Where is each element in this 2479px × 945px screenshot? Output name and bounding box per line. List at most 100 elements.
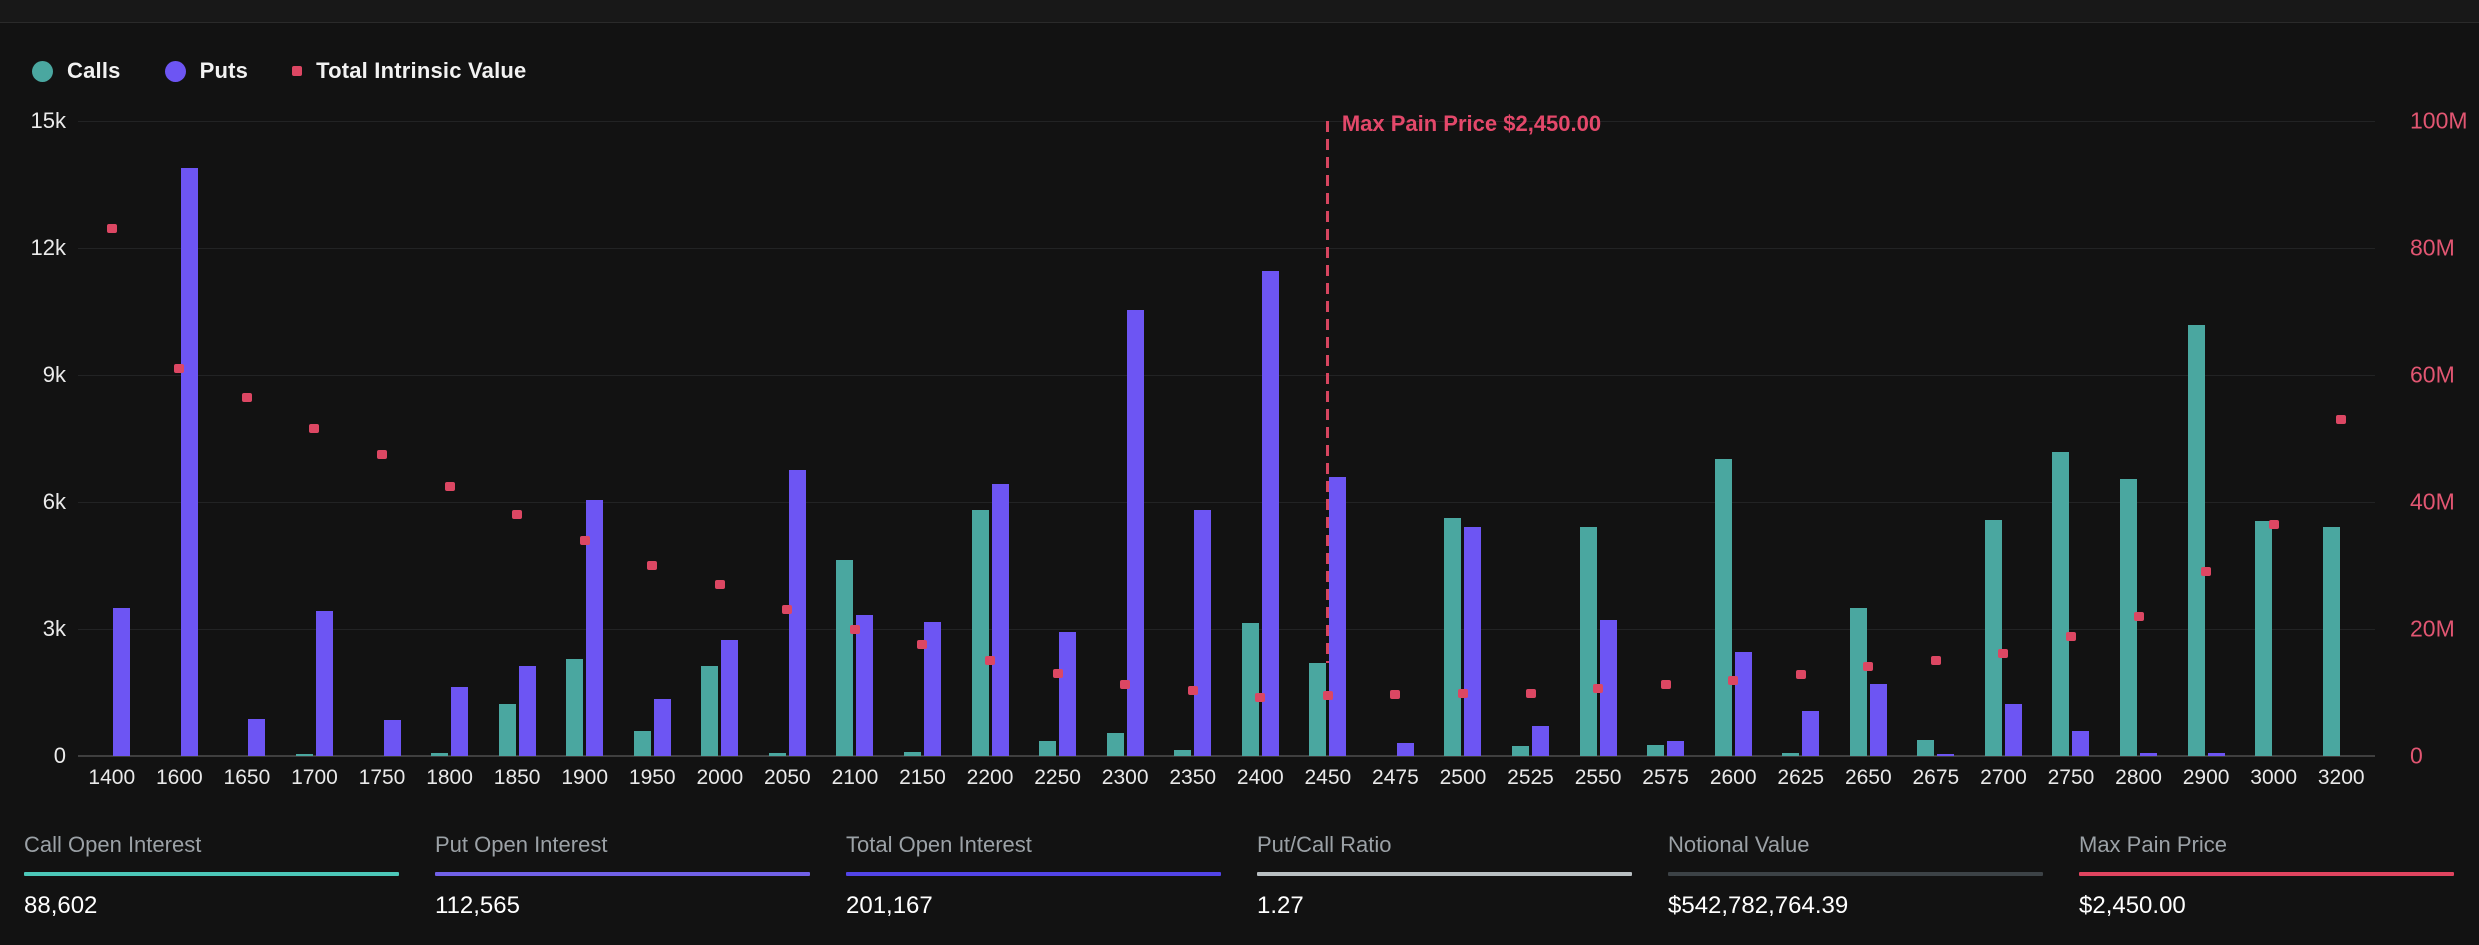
call-bar-2575[interactable] bbox=[1647, 745, 1665, 756]
put-bar-2475[interactable] bbox=[1396, 743, 1414, 756]
put-bar-2350[interactable] bbox=[1194, 509, 1212, 756]
intrinsic-value-dot-1900[interactable] bbox=[579, 535, 590, 545]
intrinsic-value-dot-2800[interactable] bbox=[2133, 612, 2144, 622]
x-axis-tick-2575: 2575 bbox=[1642, 766, 1689, 789]
intrinsic-value-dot-2700[interactable] bbox=[1998, 648, 2009, 658]
intrinsic-value-dot-1750[interactable] bbox=[377, 449, 387, 459]
call-bar-2550[interactable] bbox=[1579, 526, 1597, 756]
call-bar-2625[interactable] bbox=[1782, 753, 1800, 756]
intrinsic-value-dot-2675[interactable] bbox=[1930, 655, 1941, 665]
put-bar-1900[interactable] bbox=[586, 499, 604, 756]
intrinsic-value-dot-3000[interactable] bbox=[2268, 519, 2279, 529]
put-bar-1850[interactable] bbox=[518, 666, 536, 756]
call-bar-2800[interactable] bbox=[2120, 478, 2138, 756]
intrinsic-value-dot-2575[interactable] bbox=[1660, 679, 1671, 689]
put-bar-2550[interactable] bbox=[1599, 619, 1617, 756]
put-bar-2100[interactable] bbox=[856, 615, 874, 756]
intrinsic-value-dot-2475[interactable] bbox=[1390, 689, 1401, 699]
put-bar-2800[interactable] bbox=[2140, 753, 2158, 756]
put-bar-1400[interactable] bbox=[113, 607, 131, 756]
put-bar-2600[interactable] bbox=[1734, 651, 1752, 756]
call-bar-2050[interactable] bbox=[768, 753, 786, 756]
intrinsic-value-dot-2525[interactable] bbox=[1525, 689, 1536, 699]
put-bar-1600[interactable] bbox=[180, 167, 198, 756]
call-bar-2525[interactable] bbox=[1512, 746, 1529, 756]
put-bar-2750[interactable] bbox=[2072, 731, 2090, 756]
call-bar-2150[interactable] bbox=[903, 751, 921, 756]
call-bar-2350[interactable] bbox=[1174, 749, 1192, 756]
call-bar-2250[interactable] bbox=[1039, 741, 1057, 756]
call-bar-2200[interactable] bbox=[971, 509, 989, 756]
call-bar-2400[interactable] bbox=[1241, 623, 1259, 756]
intrinsic-value-dot-2550[interactable] bbox=[1593, 683, 1604, 693]
call-bar-3000[interactable] bbox=[2255, 521, 2273, 756]
intrinsic-value-dot-1800[interactable] bbox=[444, 481, 455, 491]
put-bar-2200[interactable] bbox=[991, 483, 1009, 756]
put-bar-2050[interactable] bbox=[788, 469, 806, 756]
intrinsic-value-dot-2900[interactable] bbox=[2201, 567, 2212, 577]
call-bar-2000[interactable] bbox=[701, 666, 719, 756]
put-bar-1650[interactable] bbox=[248, 719, 266, 756]
intrinsic-value-dot-1700[interactable] bbox=[309, 424, 320, 434]
put-bar-2000[interactable] bbox=[721, 640, 739, 756]
intrinsic-value-dot-2050[interactable] bbox=[782, 605, 793, 615]
put-bar-2650[interactable] bbox=[1869, 684, 1887, 756]
call-bar-3200[interactable] bbox=[2322, 526, 2340, 756]
legend-item-puts[interactable]: Puts bbox=[164, 58, 248, 84]
call-bar-2100[interactable] bbox=[836, 559, 854, 756]
intrinsic-value-dot-1650[interactable] bbox=[241, 392, 252, 402]
intrinsic-value-dot-1400[interactable] bbox=[106, 224, 117, 234]
put-bar-2900[interactable] bbox=[2207, 753, 2225, 756]
put-bar-2675[interactable] bbox=[1937, 754, 1955, 756]
intrinsic-value-dot-2450[interactable] bbox=[1322, 690, 1333, 700]
intrinsic-value-dot-2625[interactable] bbox=[1795, 669, 1806, 679]
put-bar-2500[interactable] bbox=[1464, 526, 1482, 756]
put-bar-2300[interactable] bbox=[1126, 309, 1144, 756]
call-bar-2900[interactable] bbox=[2187, 325, 2205, 756]
put-bar-2525[interactable] bbox=[1532, 726, 1549, 756]
put-bar-1750[interactable] bbox=[383, 720, 401, 756]
call-bar-2700[interactable] bbox=[1984, 519, 2002, 756]
intrinsic-value-dot-2500[interactable] bbox=[1457, 688, 1468, 698]
put-bar-1950[interactable] bbox=[653, 699, 671, 756]
stat-label: Put/Call Ratio bbox=[1257, 832, 1392, 857]
intrinsic-value-dot-2100[interactable] bbox=[849, 624, 860, 634]
put-bar-2625[interactable] bbox=[1802, 711, 1820, 756]
intrinsic-value-dot-2650[interactable] bbox=[1863, 661, 1874, 671]
intrinsic-value-dot-2300[interactable] bbox=[1120, 680, 1131, 690]
legend-item-calls[interactable]: Calls bbox=[32, 58, 121, 84]
put-bar-1800[interactable] bbox=[451, 687, 469, 756]
put-bar-2700[interactable] bbox=[2004, 704, 2022, 756]
call-bar-1900[interactable] bbox=[566, 659, 584, 756]
intrinsic-value-dot-2000[interactable] bbox=[714, 580, 725, 590]
intrinsic-value-dot-3200[interactable] bbox=[2336, 414, 2347, 424]
call-bar-1800[interactable] bbox=[431, 753, 449, 756]
intrinsic-value-dot-2400[interactable] bbox=[1255, 693, 1266, 703]
call-bar-2750[interactable] bbox=[2052, 451, 2070, 756]
intrinsic-value-dot-1950[interactable] bbox=[647, 561, 658, 570]
call-bar-2600[interactable] bbox=[1714, 459, 1732, 756]
intrinsic-value-dot-1600[interactable] bbox=[174, 364, 185, 374]
intrinsic-value-dot-2350[interactable] bbox=[1187, 686, 1198, 696]
put-bar-2400[interactable] bbox=[1261, 271, 1279, 756]
put-bar-2150[interactable] bbox=[923, 621, 941, 756]
intrinsic-value-dot-2250[interactable] bbox=[1052, 668, 1063, 678]
call-bar-1700[interactable] bbox=[295, 754, 313, 756]
put-bar-1700[interactable] bbox=[315, 611, 333, 756]
legend-item-total-intrinsic-value[interactable]: Total Intrinsic Value bbox=[292, 58, 526, 84]
put-bar-2250[interactable] bbox=[1059, 631, 1077, 756]
call-bar-2450[interactable] bbox=[1309, 662, 1327, 756]
intrinsic-value-dot-2150[interactable] bbox=[917, 640, 928, 650]
put-bar-2575[interactable] bbox=[1667, 741, 1685, 756]
call-bar-2675[interactable] bbox=[1917, 739, 1935, 756]
put-bar-2450[interactable] bbox=[1329, 477, 1347, 756]
call-bar-2650[interactable] bbox=[1849, 607, 1867, 756]
intrinsic-value-dot-2200[interactable] bbox=[985, 656, 996, 666]
intrinsic-value-dot-1850[interactable] bbox=[512, 510, 523, 520]
call-bar-2500[interactable] bbox=[1444, 517, 1462, 756]
intrinsic-value-dot-2750[interactable] bbox=[2065, 632, 2076, 642]
call-bar-2300[interactable] bbox=[1106, 733, 1124, 756]
call-bar-1850[interactable] bbox=[498, 704, 516, 756]
call-bar-1950[interactable] bbox=[633, 731, 651, 756]
intrinsic-value-dot-2600[interactable] bbox=[1728, 675, 1739, 685]
